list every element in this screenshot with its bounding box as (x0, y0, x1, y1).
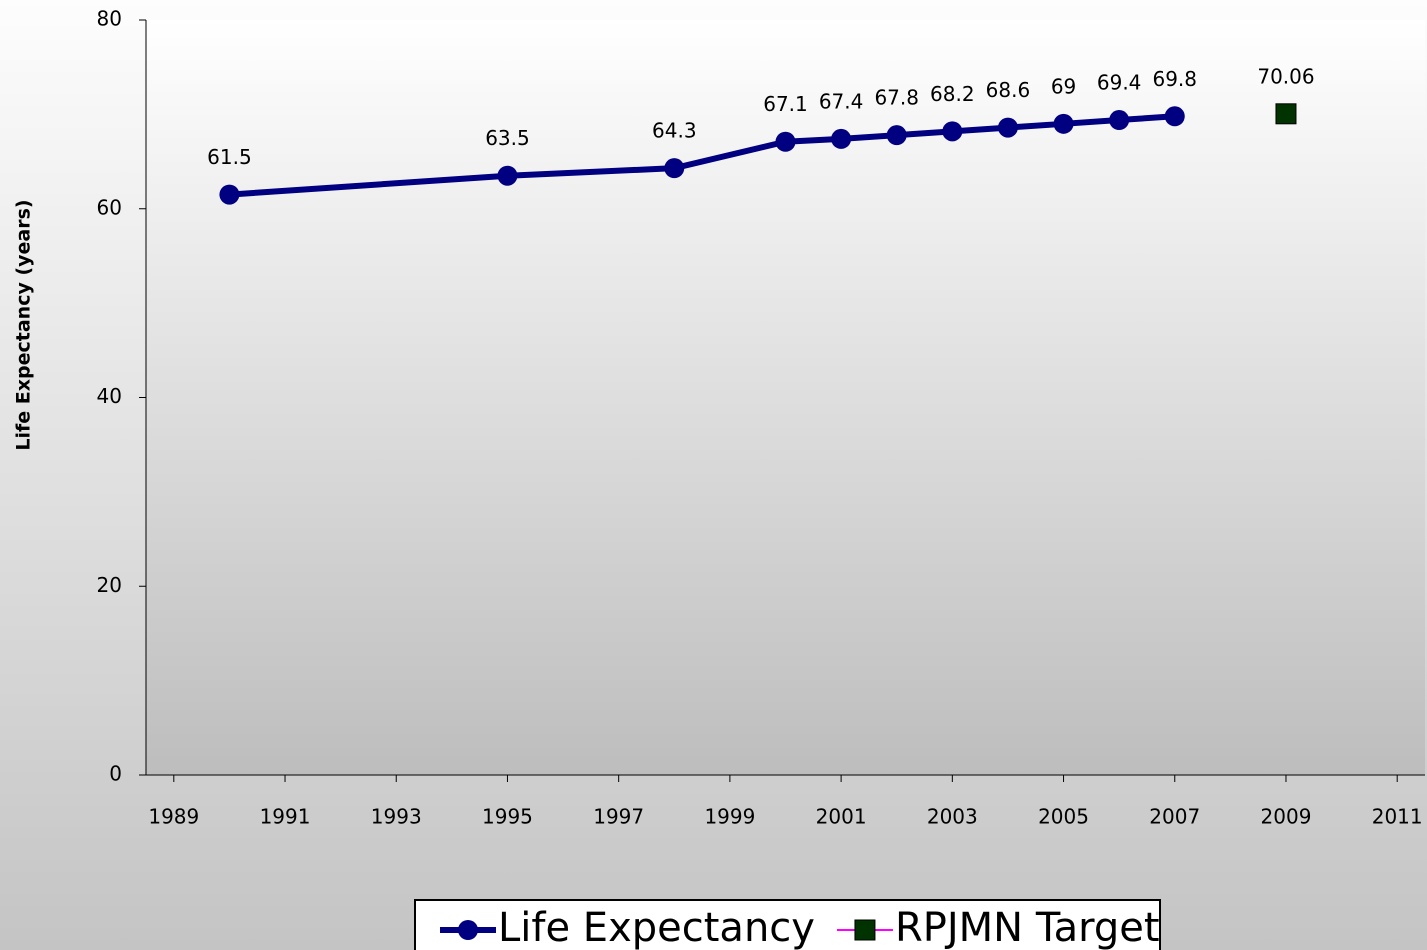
data-label: 67.4 (819, 89, 864, 113)
legend-marker (854, 919, 876, 941)
y-tick-label: 60 (97, 195, 122, 219)
x-tick-label: 2009 (1261, 805, 1312, 829)
point (886, 125, 907, 146)
point (831, 128, 852, 149)
point (497, 165, 518, 186)
legend-label: Life Expectancy (498, 905, 815, 950)
data-label: 69.4 (1097, 71, 1142, 95)
point (1109, 110, 1130, 131)
x-tick-label: 2003 (927, 805, 978, 829)
x-tick-label: 2005 (1038, 805, 1089, 829)
data-label: 68.2 (930, 82, 975, 106)
point (1164, 106, 1185, 127)
x-tick-label: 1989 (148, 805, 199, 829)
point (219, 184, 240, 205)
x-tick-label: 1999 (704, 805, 755, 829)
data-label: 63.5 (485, 126, 530, 150)
legend (414, 899, 1161, 950)
x-tick-label: 1991 (260, 805, 311, 829)
x-tick-label: 1997 (593, 805, 644, 829)
x-tick-label: 2007 (1149, 805, 1200, 829)
data-label: 69 (1051, 74, 1076, 98)
x-tick-label: 1993 (371, 805, 422, 829)
point (997, 117, 1018, 138)
legend-label: RPJMN Target (895, 905, 1160, 950)
point (1053, 113, 1074, 134)
x-tick-label: 1995 (482, 805, 533, 829)
y-tick-label: 80 (97, 7, 122, 31)
data-label: 67.8 (874, 86, 919, 110)
legend-marker (458, 920, 478, 940)
y-tick-label: 0 (109, 762, 122, 786)
x-tick-label: 2001 (816, 805, 867, 829)
data-label: 70.06 (1257, 64, 1314, 88)
data-label: 69.8 (1152, 67, 1197, 91)
point (664, 158, 685, 179)
x-tick-label: 2011 (1372, 805, 1423, 829)
y-tick-label: 40 (97, 384, 122, 408)
point (775, 131, 796, 152)
data-label: 61.5 (207, 145, 252, 169)
data-label: 64.3 (652, 119, 697, 143)
y-tick-label: 20 (97, 573, 122, 597)
y-axis-label: Life Expectancy (years) (13, 199, 35, 450)
point (1275, 103, 1297, 125)
data-label: 68.6 (986, 78, 1031, 102)
point (942, 121, 963, 142)
data-label: 67.1 (763, 92, 808, 116)
